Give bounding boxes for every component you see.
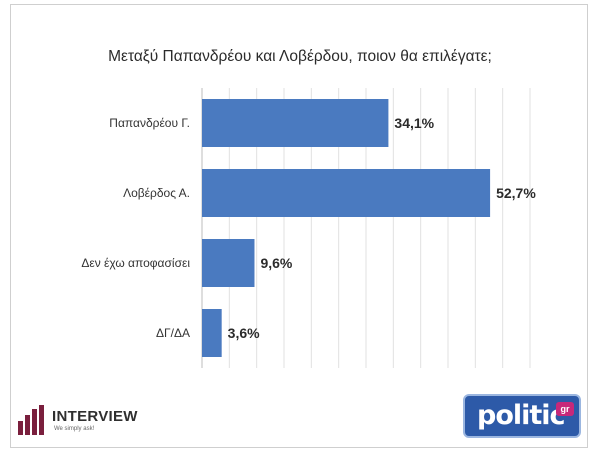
bar xyxy=(202,239,255,287)
bar xyxy=(202,99,389,147)
category-label: ΔΓ/ΔΑ xyxy=(156,326,190,340)
interview-bars-icon xyxy=(18,405,48,435)
bar xyxy=(202,309,222,357)
category-label: Παπανδρέου Γ. xyxy=(109,116,190,130)
politic-gr-badge: gr xyxy=(556,402,574,416)
interview-logo: INTERVIEW We simply ask! xyxy=(18,402,158,438)
value-label: 3,6% xyxy=(228,325,260,341)
value-label: 52,7% xyxy=(496,185,536,201)
interview-name: INTERVIEW xyxy=(52,408,138,425)
politic-name: politic xyxy=(477,400,566,431)
bar xyxy=(202,169,491,217)
interview-tagline: We simply ask! xyxy=(54,426,95,432)
chart-title: Μεταξύ Παπανδρέου και Λοβέρδου, ποιον θα… xyxy=(108,48,492,65)
value-label: 34,1% xyxy=(394,115,434,131)
category-label: Δεν έχω αποφασίσει xyxy=(81,256,190,270)
category-label: Λοβέρδος Α. xyxy=(123,186,190,200)
value-label: 9,6% xyxy=(260,255,292,271)
politic-logo: politic gr xyxy=(463,394,581,438)
chart-frame xyxy=(10,4,588,448)
